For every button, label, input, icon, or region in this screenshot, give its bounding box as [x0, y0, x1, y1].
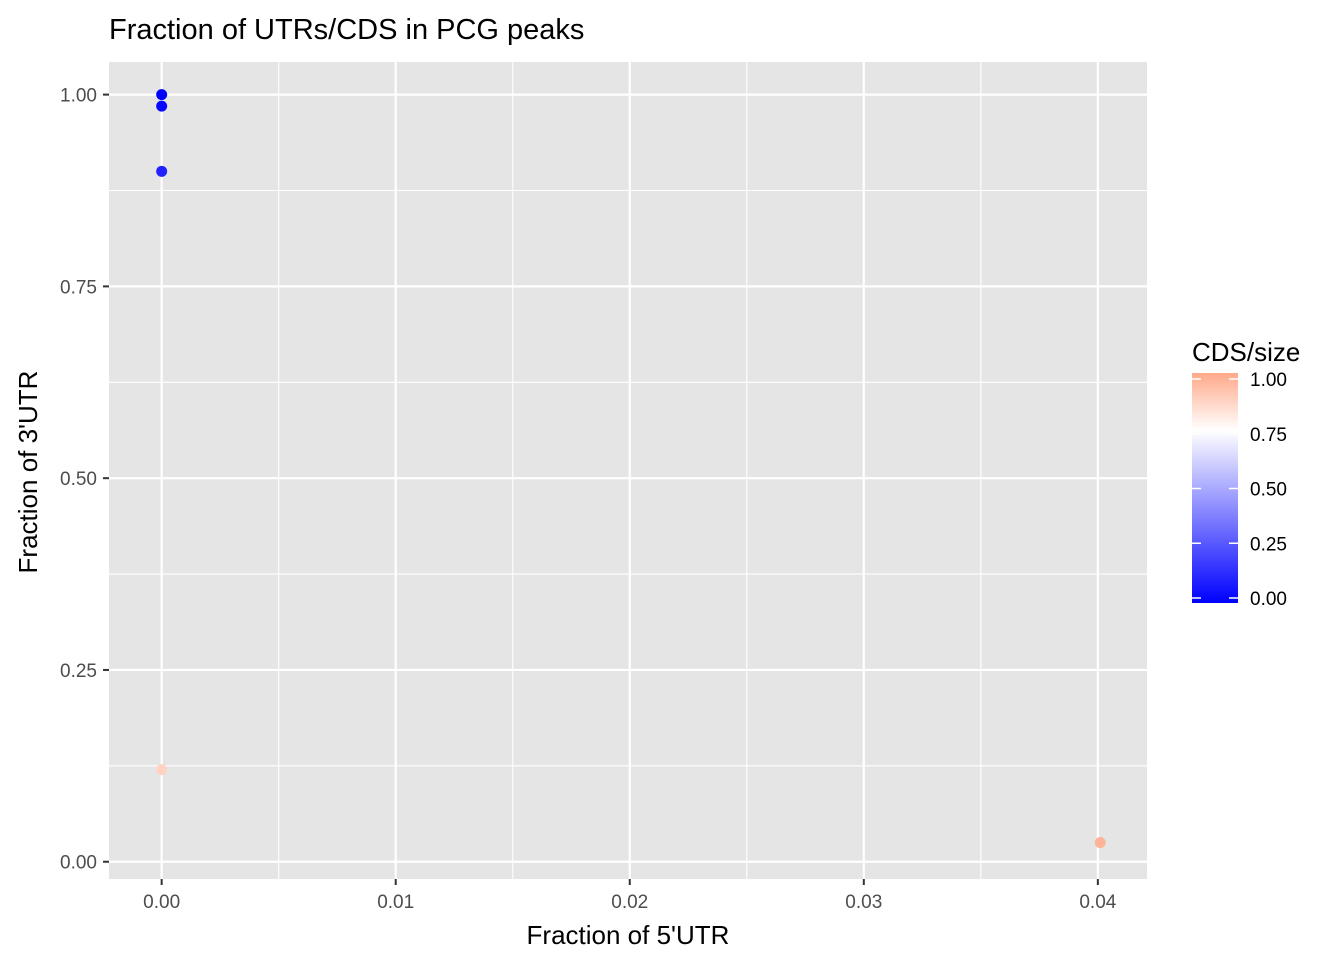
data-point [156, 89, 168, 101]
x-tick-label: 0.03 [845, 892, 882, 913]
x-tick-label: 0.04 [1079, 892, 1116, 913]
x-tick-label: 0.02 [611, 892, 648, 913]
legend-tick-label: 0.75 [1250, 425, 1287, 446]
data-point [156, 100, 168, 112]
y-tick-label: 0.00 [60, 853, 97, 874]
x-axis-title: Fraction of 5'UTR [527, 920, 730, 950]
grid-minor [109, 62, 1147, 879]
legend-tick-label: 0.25 [1250, 534, 1287, 555]
data-point [156, 165, 168, 177]
y-axis-title: Fraction of 3'UTR [13, 371, 43, 574]
y-tick-label: 0.25 [60, 661, 97, 682]
data-points [156, 89, 1106, 849]
grid-major [109, 62, 1147, 879]
color-legend: CDS/size 0.00 0.25 0.50 0.75 1.00 [1192, 337, 1300, 610]
legend-tick-label: 1.00 [1250, 370, 1287, 391]
legend-tick-label: 0.00 [1250, 589, 1287, 610]
legend-tick-label: 0.50 [1250, 480, 1287, 501]
chart-title: Fraction of UTRs/CDS in PCG peaks [109, 14, 584, 46]
x-tick-label: 0.01 [377, 892, 414, 913]
legend-ticks: 0.00 0.25 0.50 0.75 1.00 [1192, 370, 1287, 610]
x-tick-label: 0.00 [143, 892, 180, 913]
data-point [1094, 837, 1106, 849]
y-axis: 0.00 0.25 0.50 0.75 1.00 [60, 86, 109, 874]
data-point [156, 764, 168, 776]
y-tick-label: 1.00 [60, 86, 97, 107]
legend-title: CDS/size [1192, 337, 1300, 367]
plot-panel [109, 62, 1147, 879]
y-tick-label: 0.75 [60, 277, 97, 298]
y-tick-label: 0.50 [60, 469, 97, 490]
x-axis: 0.00 0.01 0.02 0.03 0.04 [143, 879, 1117, 913]
